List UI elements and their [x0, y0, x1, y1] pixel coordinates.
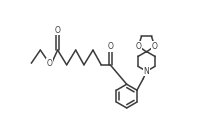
- Text: O: O: [46, 59, 52, 68]
- Text: O: O: [135, 41, 141, 51]
- Text: O: O: [107, 42, 113, 51]
- Text: N: N: [144, 67, 149, 76]
- Text: O: O: [152, 41, 158, 51]
- Text: O: O: [55, 26, 61, 35]
